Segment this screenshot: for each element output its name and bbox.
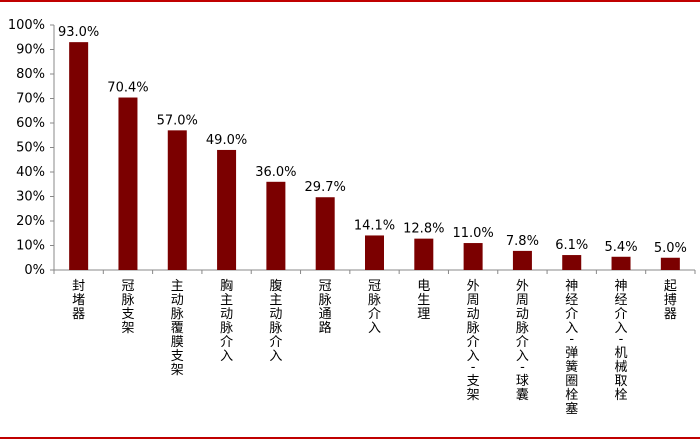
category-label: 外周动脉介入-支架 bbox=[467, 279, 480, 403]
bar bbox=[167, 130, 187, 270]
data-label: 49.0% bbox=[206, 133, 247, 148]
data-label: 36.0% bbox=[255, 165, 296, 180]
category-label: 冠脉通路 bbox=[319, 279, 332, 336]
data-label: 57.0% bbox=[157, 113, 198, 128]
y-tick-label: 80% bbox=[16, 67, 45, 82]
category-label: 封堵器 bbox=[72, 279, 85, 322]
bar bbox=[414, 238, 434, 270]
data-label: 14.1% bbox=[354, 218, 395, 233]
y-tick-label: 50% bbox=[16, 141, 45, 156]
category-label: 腹主动脉介入 bbox=[269, 278, 282, 364]
y-tick-label: 0% bbox=[24, 263, 45, 278]
data-label: 6.1% bbox=[555, 238, 588, 253]
category-label: 冠脉介入 bbox=[368, 279, 381, 336]
category-label: 电生理 bbox=[417, 279, 430, 322]
data-label: 70.4% bbox=[107, 81, 148, 96]
bar bbox=[315, 197, 335, 270]
category-label: 冠脉支架 bbox=[121, 279, 134, 336]
category-label: 神经介入-机械取栓 bbox=[615, 279, 628, 403]
y-tick-label: 70% bbox=[16, 92, 45, 107]
y-tick-label: 20% bbox=[16, 214, 45, 229]
category-label: 主动脉覆膜支架 bbox=[171, 279, 184, 378]
bar bbox=[463, 243, 483, 270]
bar bbox=[217, 149, 237, 270]
bar bbox=[118, 97, 138, 271]
y-tick-label: 60% bbox=[16, 116, 45, 131]
data-label: 7.8% bbox=[506, 234, 539, 249]
y-tick-label: 100% bbox=[8, 18, 45, 33]
y-tick-label: 40% bbox=[16, 165, 45, 180]
y-tick-label: 30% bbox=[16, 190, 45, 205]
y-tick-label: 90% bbox=[16, 43, 45, 58]
bar bbox=[69, 42, 89, 271]
bar bbox=[562, 255, 582, 270]
category-label: 外周动脉介入-球囊 bbox=[516, 279, 529, 403]
bar bbox=[266, 181, 286, 270]
category-label: 起搏器 bbox=[664, 279, 677, 322]
data-label: 12.8% bbox=[403, 222, 444, 237]
bar bbox=[660, 257, 680, 270]
bar bbox=[611, 256, 631, 270]
bar bbox=[512, 250, 532, 270]
data-label: 5.0% bbox=[654, 241, 687, 256]
category-label: 神经介入-弹簧圈栓塞 bbox=[565, 279, 578, 417]
data-label: 5.4% bbox=[605, 240, 638, 255]
data-label: 11.0% bbox=[452, 226, 493, 241]
bar bbox=[365, 235, 384, 270]
y-tick-label: 10% bbox=[16, 239, 45, 254]
category-label: 胸主动脉介入 bbox=[220, 279, 233, 364]
data-label: 29.7% bbox=[305, 180, 346, 195]
data-label: 93.0% bbox=[58, 25, 99, 40]
